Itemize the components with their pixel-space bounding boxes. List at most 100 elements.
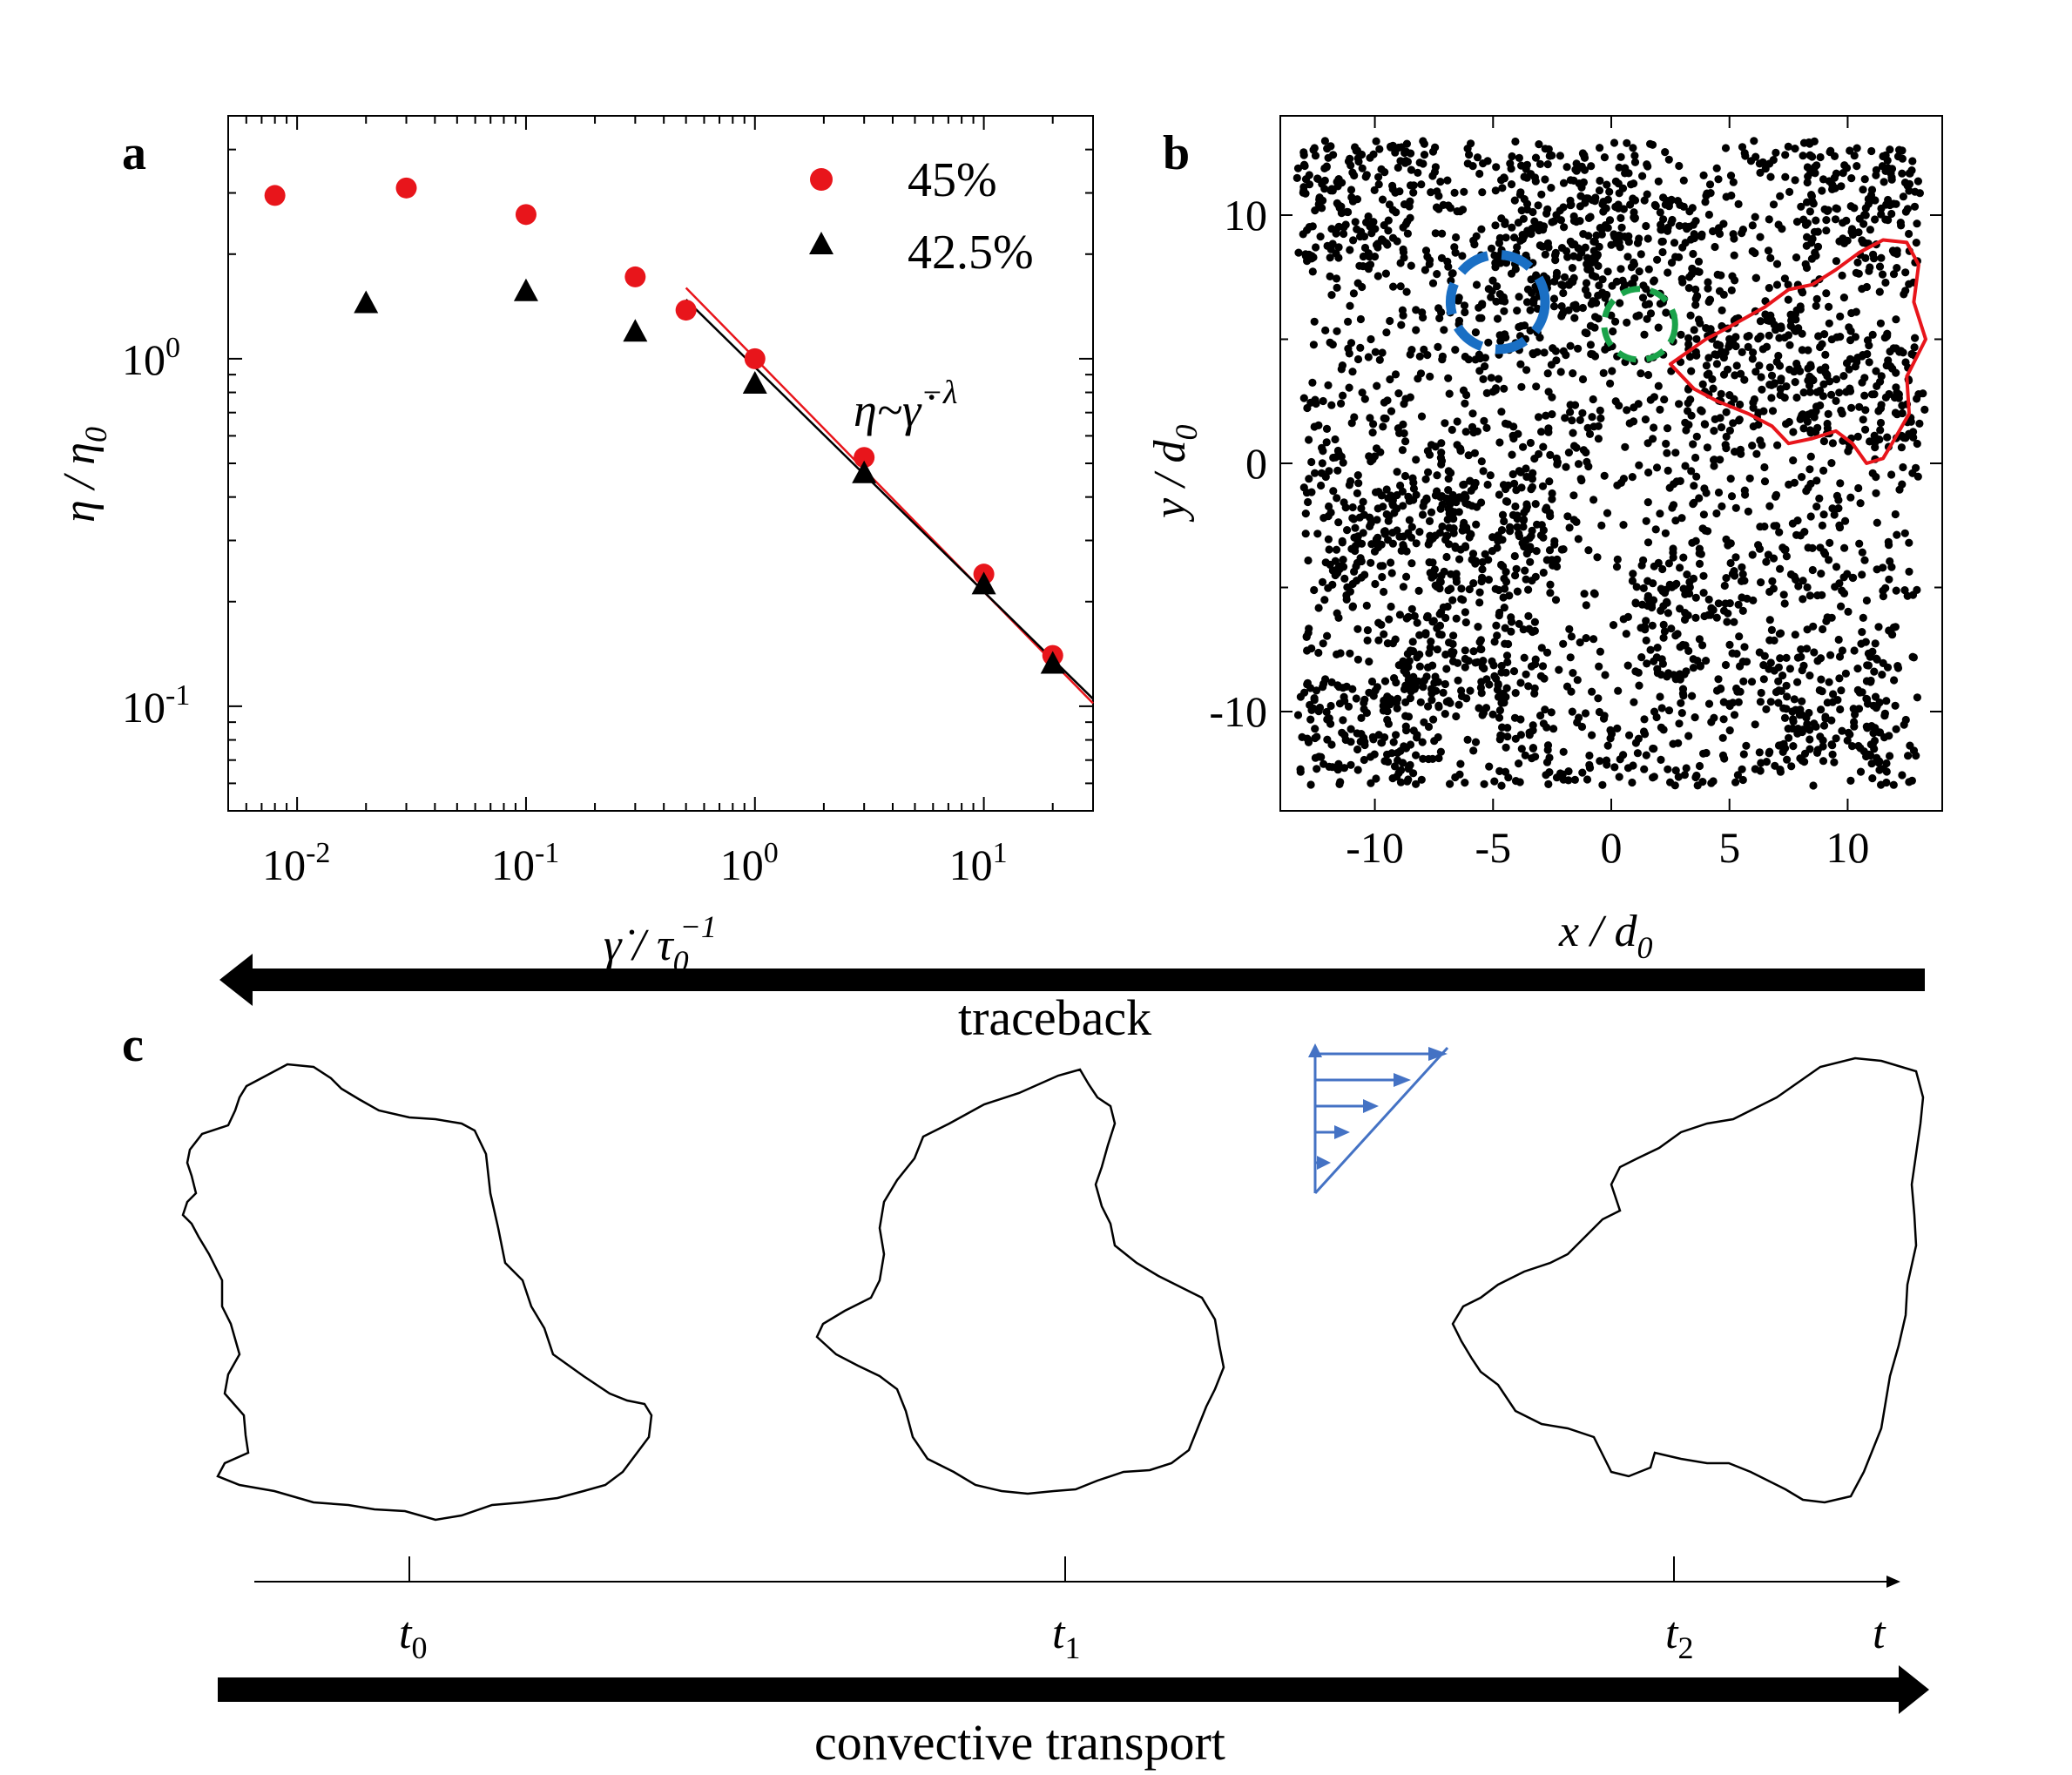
particle [1719, 219, 1728, 228]
particle [1522, 199, 1532, 208]
particle [1832, 563, 1841, 571]
particle [1638, 172, 1647, 180]
particle [1799, 577, 1807, 585]
particle [1584, 546, 1593, 555]
particle [1454, 676, 1462, 685]
particle [1793, 725, 1802, 733]
particle [1716, 414, 1724, 422]
b-y-tick-label-0: -10 [1209, 687, 1267, 736]
particle [1454, 508, 1463, 516]
particle [1719, 715, 1728, 724]
particle [1423, 351, 1432, 360]
particle [1498, 510, 1508, 519]
particle [1631, 667, 1640, 676]
particle [1502, 668, 1510, 677]
point-42-5pct-4 [852, 460, 877, 483]
particle [1702, 361, 1711, 370]
particle [1751, 368, 1760, 376]
particle [1665, 580, 1674, 589]
particle [1357, 504, 1366, 513]
particle [1858, 548, 1866, 557]
panel-a-data-points [264, 177, 1065, 674]
particle [1772, 260, 1782, 268]
particle [1487, 244, 1496, 253]
particle [1695, 267, 1704, 276]
particle [1901, 268, 1910, 277]
particle [1378, 572, 1387, 582]
particle [1477, 577, 1486, 586]
particle [1832, 257, 1840, 266]
particle [1757, 688, 1765, 698]
particle [1550, 277, 1559, 286]
particle [1311, 725, 1319, 733]
particle [1867, 146, 1876, 156]
particle [1461, 618, 1470, 627]
particle [1836, 705, 1845, 714]
particle [1333, 609, 1341, 618]
particle [1461, 399, 1469, 408]
particle [1374, 636, 1383, 645]
particle [1862, 282, 1871, 292]
particle [1613, 555, 1622, 564]
particle [1373, 381, 1381, 390]
particle [1590, 197, 1599, 206]
particle [1388, 185, 1397, 193]
particle [1894, 394, 1903, 402]
particle [1853, 162, 1861, 171]
particle [1882, 361, 1891, 370]
particle [1534, 201, 1542, 210]
particle [1457, 584, 1466, 593]
particle [1442, 531, 1451, 540]
particle [1867, 759, 1876, 768]
particle [1886, 557, 1894, 566]
particle [1353, 225, 1361, 233]
particle [1623, 253, 1632, 261]
particle [1637, 624, 1645, 632]
particle [1543, 369, 1552, 378]
particle [1780, 334, 1789, 342]
particle [1774, 351, 1783, 361]
panel-a-x-tick-labels: 10-2 10-1 100 101 [262, 837, 1007, 889]
particle [1885, 732, 1893, 740]
particle [1454, 296, 1462, 305]
particle [1611, 177, 1620, 186]
cluster-outline-t1 [815, 1068, 1225, 1495]
particle [1658, 564, 1667, 574]
particle [1522, 160, 1531, 169]
particle [1314, 648, 1323, 658]
point-42-5pct-3 [742, 371, 767, 395]
particle [1407, 604, 1416, 613]
particle [1412, 306, 1421, 314]
particle [1712, 509, 1721, 518]
particle [1338, 537, 1346, 546]
particle [1848, 230, 1857, 240]
particle [1853, 258, 1862, 267]
particle [1322, 707, 1331, 717]
particle [1464, 451, 1473, 460]
particle [1473, 427, 1481, 435]
particle [1687, 367, 1696, 375]
particle [1513, 587, 1522, 596]
particle [1875, 262, 1885, 271]
particle [1380, 630, 1388, 638]
particle [1514, 429, 1522, 438]
point-42-5pct-0 [354, 290, 379, 314]
particle [1739, 677, 1748, 686]
particle [1768, 407, 1778, 415]
particle [1578, 408, 1587, 417]
particle [1738, 229, 1746, 238]
particle [1819, 437, 1828, 446]
particle [1816, 732, 1825, 741]
particle [1619, 521, 1628, 530]
particle [1547, 184, 1556, 192]
particle [1557, 280, 1566, 289]
particle [1318, 204, 1326, 213]
particle [1306, 780, 1315, 789]
particle [1544, 780, 1553, 789]
particle [1619, 751, 1628, 759]
particle [1444, 475, 1453, 483]
particle [1725, 426, 1734, 435]
particle [1578, 375, 1588, 384]
particle [1345, 383, 1353, 392]
particle [1356, 343, 1365, 352]
